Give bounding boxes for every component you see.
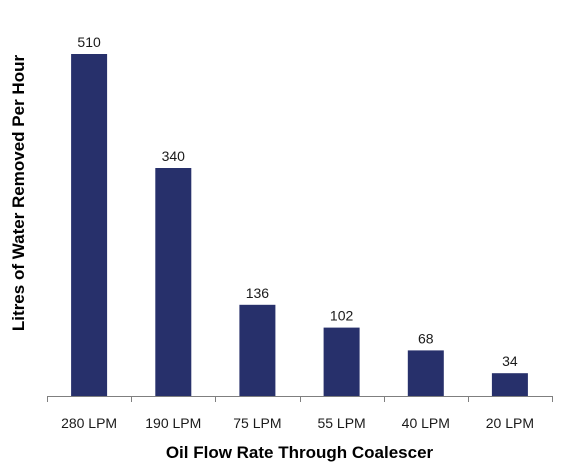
bar — [239, 304, 276, 396]
x-tick-label: 75 LPM — [233, 415, 281, 431]
x-tick-label: 55 LPM — [317, 415, 365, 431]
bar — [491, 373, 528, 396]
data-label: 102 — [330, 308, 354, 324]
bar — [71, 54, 108, 396]
data-label: 136 — [246, 285, 270, 301]
bar — [155, 168, 192, 396]
data-label: 34 — [502, 353, 518, 369]
x-tick-label: 20 LPM — [486, 415, 534, 431]
data-labels-group: 510 340 136 102 68 34 — [77, 34, 517, 369]
bar — [323, 327, 360, 396]
x-axis — [47, 396, 553, 402]
x-tick-label: 190 LPM — [145, 415, 201, 431]
x-tick-label: 40 LPM — [402, 415, 450, 431]
data-label: 340 — [162, 148, 186, 164]
bar — [407, 350, 444, 396]
data-label: 510 — [77, 34, 101, 50]
x-tick-label: 280 LPM — [61, 415, 117, 431]
data-label: 68 — [418, 330, 434, 346]
y-axis-title: Litres of Water Removed Per Hour — [9, 55, 28, 332]
x-tick-labels-group: 280 LPM 190 LPM 75 LPM 55 LPM 40 LPM 20 LPM — [61, 415, 534, 431]
bars-group — [71, 54, 528, 396]
x-axis-title: Oil Flow Rate Through Coalescer — [166, 443, 434, 462]
